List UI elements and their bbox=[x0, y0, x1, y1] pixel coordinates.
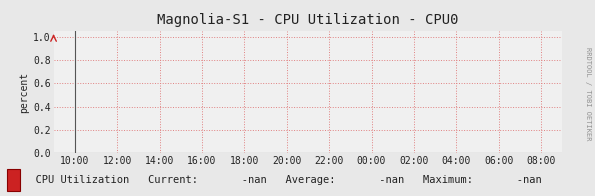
Title: Magnolia-S1 - CPU Utilization - CPU0: Magnolia-S1 - CPU Utilization - CPU0 bbox=[157, 13, 459, 27]
Bar bbox=[7, 169, 20, 191]
Text: RRDTOOL / TOBI OETIKER: RRDTOOL / TOBI OETIKER bbox=[585, 47, 591, 141]
Y-axis label: percent: percent bbox=[19, 72, 29, 113]
Text: CPU Utilization   Current:       -nan   Average:       -nan   Maximum:       -na: CPU Utilization Current: -nan Average: -… bbox=[23, 175, 542, 185]
